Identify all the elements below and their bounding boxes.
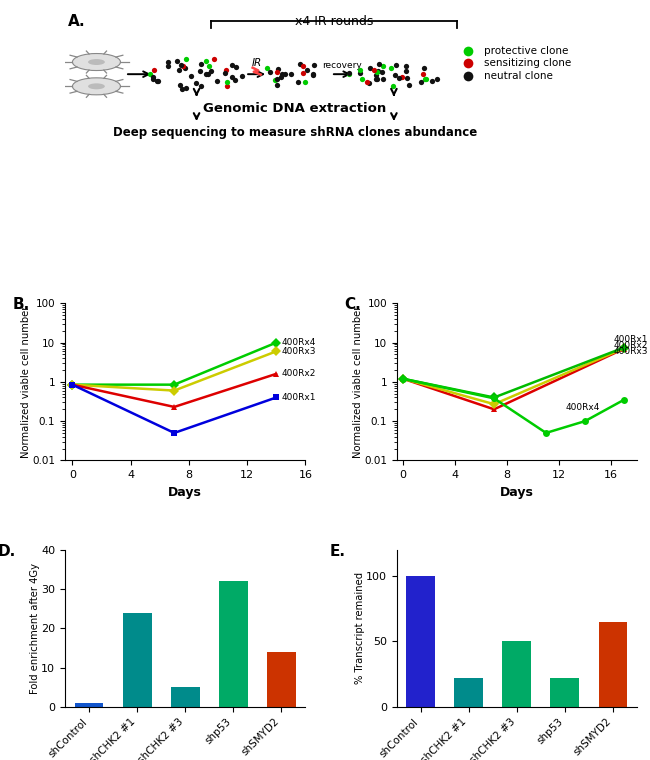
Bar (123, 613, 151, 707)
Text: 400Rx3: 400Rx3 (614, 347, 648, 356)
X-axis label: Days: Days (168, 486, 202, 499)
Bar (219, 581, 248, 707)
Circle shape (88, 59, 105, 65)
Text: 400Rx1: 400Rx1 (281, 393, 316, 402)
Text: 400Rx2: 400Rx2 (281, 369, 316, 378)
Text: Genomic DNA extraction: Genomic DNA extraction (203, 102, 387, 115)
Bar (502, 641, 531, 707)
Text: B.: B. (12, 297, 29, 312)
Text: neutral clone: neutral clone (484, 71, 553, 81)
Text: 400Rx1: 400Rx1 (614, 335, 648, 344)
Bar (551, 678, 579, 707)
Bar (599, 622, 627, 707)
Text: A.: A. (68, 14, 86, 30)
Text: Deep sequencing to measure shRNA clones abundance: Deep sequencing to measure shRNA clones … (113, 126, 477, 139)
Text: protective clone: protective clone (484, 46, 569, 56)
Bar (454, 678, 483, 707)
Text: E.: E. (330, 543, 345, 559)
Text: recovery: recovery (322, 61, 362, 70)
Y-axis label: % Transcript remained: % Transcript remained (354, 572, 365, 685)
Y-axis label: Fold enrichment after 4Gy: Fold enrichment after 4Gy (30, 563, 40, 694)
X-axis label: Days: Days (500, 486, 534, 499)
Bar (171, 687, 200, 707)
Text: 400Rx4: 400Rx4 (281, 338, 316, 347)
Text: 400Rx4: 400Rx4 (566, 404, 600, 412)
Text: sensitizing clone: sensitizing clone (484, 59, 571, 68)
Bar (406, 576, 435, 707)
Text: D.: D. (0, 543, 16, 559)
Text: 400Rx3: 400Rx3 (281, 347, 316, 356)
Text: C.: C. (344, 297, 361, 312)
Y-axis label: Normalized viable cell number: Normalized viable cell number (352, 306, 363, 458)
Circle shape (72, 78, 120, 95)
Circle shape (72, 53, 120, 71)
Circle shape (88, 84, 105, 90)
Bar (267, 652, 296, 707)
Bar (75, 703, 103, 707)
Text: x4 IR rounds: x4 IR rounds (294, 15, 373, 28)
Text: IR: IR (252, 59, 262, 68)
Text: 400Rx2: 400Rx2 (614, 341, 648, 350)
Y-axis label: Normalized viable cell number: Normalized viable cell number (21, 306, 31, 458)
